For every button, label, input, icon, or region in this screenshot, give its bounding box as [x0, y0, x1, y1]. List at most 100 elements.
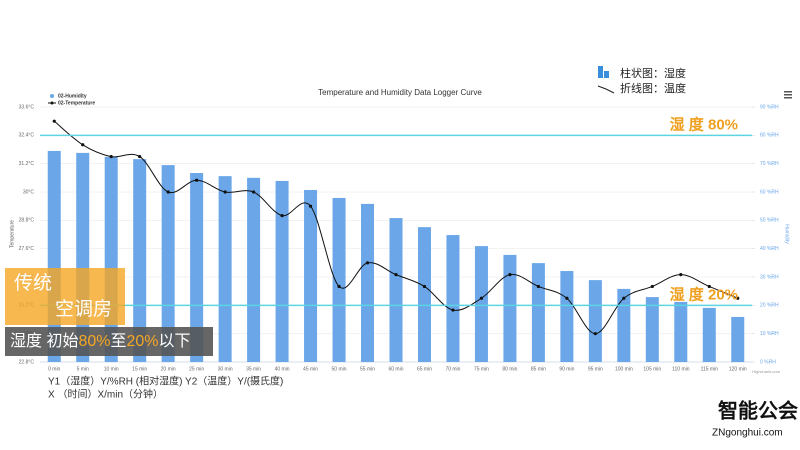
bar	[560, 271, 574, 362]
badge-line: 传统	[14, 272, 52, 294]
y-tick-label: 27.6°C	[19, 246, 35, 252]
x-tick-label: 95 min	[588, 366, 603, 372]
x-tick-label: 100 min	[615, 366, 633, 372]
point	[479, 296, 484, 300]
x-tick-label: 90 min	[559, 366, 574, 372]
bar	[474, 246, 488, 362]
note: Y1（湿度）Y/%RH (相对湿度) Y2（温度）Y/(摄氏度)	[48, 375, 283, 388]
badge-line: 空调房	[55, 298, 112, 320]
point	[52, 119, 56, 123]
x-tick-label: 20 min	[161, 366, 176, 372]
credit: Highcharts.com	[752, 369, 780, 374]
legend-symbol	[50, 101, 54, 105]
bar	[190, 173, 204, 362]
badge: 传统 空调房 湿度 初始80%至20%以下	[5, 268, 213, 356]
point	[707, 284, 711, 289]
x-tick-label: 85 min	[531, 366, 546, 372]
y-axis-title: Temperature	[9, 220, 15, 248]
point	[138, 154, 142, 159]
key: 柱状图：湿度 折线图：温度	[597, 66, 686, 95]
y-tick-label: 32.4°C	[19, 133, 35, 139]
x-tick-label: 80 min	[502, 366, 517, 372]
x-tick-label: 65 min	[417, 366, 432, 372]
y2-tick-label: 20 %RH	[760, 303, 779, 309]
chart-title: Temperature and Humidity Data Logger Cur…	[318, 88, 482, 97]
bar	[674, 301, 688, 362]
point	[308, 204, 313, 208]
x-tick-label: 50 min	[332, 366, 347, 372]
y-tick-label: 33.6°C	[19, 104, 35, 110]
bar	[247, 177, 261, 362]
point	[508, 273, 512, 277]
point	[679, 273, 683, 277]
x-tick-label: 10 min	[104, 366, 119, 372]
x-tick-label: 45 min	[303, 366, 318, 372]
point	[565, 296, 569, 300]
logo: 智能公会	[718, 398, 798, 422]
y2-tick-label: 60 %RH	[760, 189, 779, 195]
y2-tick-label: 40 %RH	[760, 246, 779, 252]
x-tick-label: 70 min	[445, 366, 460, 372]
x-tick-label: 15 min	[132, 366, 147, 372]
point	[166, 190, 170, 194]
bar	[304, 190, 318, 362]
point	[622, 296, 626, 300]
y-tick-label: 31.2°C	[19, 161, 35, 167]
key-line: 折线图：温度	[620, 81, 686, 95]
bar	[161, 165, 175, 362]
x-tick-label: 0 min	[48, 366, 60, 372]
x-tick-label: 30 min	[218, 366, 233, 372]
bar	[588, 280, 602, 362]
point	[451, 308, 455, 312]
point	[81, 143, 85, 147]
bar	[332, 197, 346, 362]
legend-label[interactable]: 02-Humidity	[58, 93, 87, 99]
point	[109, 154, 113, 159]
x-tick-label: 60 min	[388, 366, 403, 372]
x-tick-label: 105 min	[643, 366, 661, 372]
point	[394, 273, 398, 277]
logo-url: ZNgonghui.com	[712, 428, 783, 439]
point	[337, 284, 341, 289]
y-tick-label: 30°C	[23, 189, 35, 195]
bar	[218, 176, 232, 362]
x-tick-label: 35 min	[246, 366, 261, 372]
point	[252, 190, 256, 194]
bar	[361, 203, 375, 362]
y2-tick-label: 90 %RH	[760, 104, 779, 110]
bar	[389, 218, 403, 362]
bar	[645, 297, 659, 362]
y-tick-label: 28.8°C	[19, 218, 35, 224]
x-tick-label: 25 min	[189, 366, 204, 372]
x-tick-label: 120 min	[729, 366, 747, 372]
y2-tick-label: 30 %RH	[760, 274, 779, 280]
plot-line-label: 湿 度 80%	[670, 115, 738, 133]
y2-tick-label: 80 %RH	[760, 133, 779, 139]
note: X （时间）X/min（分钟）	[48, 388, 163, 401]
bar	[531, 263, 545, 362]
key-bar: 柱状图：湿度	[620, 66, 686, 80]
y2-tick-label: 0 %RH	[760, 359, 776, 365]
x-tick-label: 55 min	[360, 366, 375, 372]
point	[223, 190, 227, 194]
bar	[446, 235, 460, 362]
x-tick-label: 5 min	[77, 366, 89, 372]
y2-axis-title: Humidity	[784, 224, 790, 244]
bar	[133, 159, 147, 362]
menu-button[interactable]	[784, 91, 792, 99]
bar	[702, 307, 716, 362]
x-tick-label: 40 min	[275, 366, 290, 372]
x-tick-label: 115 min	[701, 366, 719, 372]
bar	[617, 288, 631, 362]
y2-tick-label: 10 %RH	[760, 331, 779, 337]
x-tick-label: 75 min	[474, 366, 489, 372]
bar	[731, 316, 745, 362]
legend-label[interactable]: 02-Temperature	[58, 100, 95, 106]
caption: 湿度 初始80%至20%以下	[10, 332, 191, 350]
bar	[417, 227, 431, 362]
x-tick-label: 110 min	[672, 366, 690, 372]
bar	[503, 254, 517, 362]
plot-line-label: 湿 度 20%	[670, 285, 738, 303]
point	[195, 178, 199, 182]
